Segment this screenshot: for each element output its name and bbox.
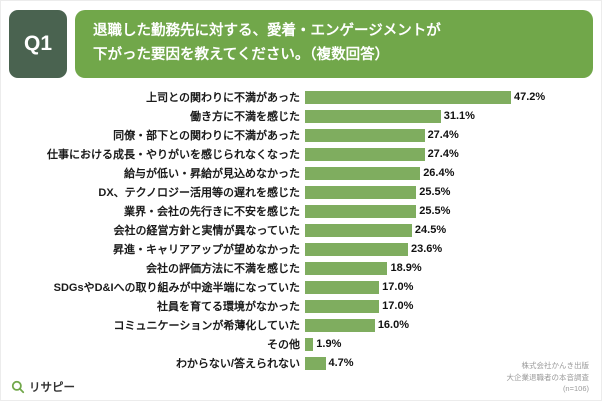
category-label: わからない/答えられない xyxy=(175,358,300,371)
bar-zone: 27.4% xyxy=(305,126,593,145)
bar xyxy=(305,356,326,370)
chart-row: 仕事における成長・やりがいを感じられなくなった 27.4% xyxy=(9,145,593,164)
category-label: SDGsやD&Iへの取り組みが中途半端になっていた xyxy=(53,282,300,295)
question-title: 退職した勤務先に対する、愛着・エンゲージメントが 下がった要因を教えてください。… xyxy=(75,10,593,78)
value-label: 16.0% xyxy=(377,319,410,332)
bar-zone: 27.4% xyxy=(305,145,593,164)
bar xyxy=(305,261,388,275)
logo-text: リサピー xyxy=(29,382,75,394)
chart-row: わからない/答えられない 4.7% xyxy=(9,354,593,373)
question-title-line2: 下がった要因を教えてください。（複数回答） xyxy=(93,46,390,63)
category-label: DX、テクノロジー活用等の遅れを感じた xyxy=(98,187,300,200)
source-survey-name: 大企業退職者の本音調査 xyxy=(506,372,590,382)
value-label: 17.0% xyxy=(382,281,414,294)
bar xyxy=(305,90,511,104)
category-label: 業界・会社の先行きに不安を感じた xyxy=(124,206,300,219)
bar xyxy=(305,318,375,332)
chart-row: 業界・会社の先行きに不安を感じた 25.5% xyxy=(9,202,593,221)
bar xyxy=(305,223,412,237)
bar xyxy=(305,204,417,218)
bar xyxy=(305,109,441,123)
value-label: 18.9% xyxy=(390,262,422,275)
bar-zone: 18.9% xyxy=(305,259,593,278)
bar-zone: 17.0% xyxy=(305,297,593,316)
category-label: コミュニケーションが希薄化していた xyxy=(113,320,300,333)
bar-zone: 26.4% xyxy=(305,164,593,183)
bar-zone: 1.9% xyxy=(305,335,593,354)
category-label: 働き方に不満を感じた xyxy=(190,111,300,124)
chart-row: その他 1.9% xyxy=(9,335,593,354)
bar xyxy=(305,337,314,351)
source-company: 株式会社かんき出版 xyxy=(521,361,590,371)
bar xyxy=(305,242,408,256)
category-label: 昇進・キャリアアップが望めなかった xyxy=(113,244,300,257)
value-label: 25.5% xyxy=(419,186,451,199)
chart-row: 会社の評価方法に不満を感じた 18.9% xyxy=(9,259,593,278)
value-label: 25.5% xyxy=(419,205,451,218)
category-label: 給与が低い・昇給が見込めなかった xyxy=(124,168,300,181)
category-label: 同僚・部下との関わりに不満があった xyxy=(113,130,300,143)
question-number-badge: Q1 xyxy=(9,10,67,78)
bar xyxy=(305,299,380,313)
category-label: その他 xyxy=(267,339,300,352)
bar xyxy=(305,166,421,180)
bar-zone: 23.6% xyxy=(305,240,593,259)
bar-zone: 25.5% xyxy=(305,202,593,221)
bar xyxy=(305,128,425,142)
value-label: 27.4% xyxy=(427,148,459,161)
value-label: 26.4% xyxy=(423,167,455,180)
chart-row: 同僚・部下との関わりに不満があった 27.4% xyxy=(9,126,593,145)
value-label: 1.9% xyxy=(316,338,342,351)
survey-source: 株式会社かんき出版 大企業退職者の本音調査 (n=106) xyxy=(507,360,590,395)
bar xyxy=(305,147,425,161)
chart-row: 昇進・キャリアアップが望めなかった 23.6% xyxy=(9,240,593,259)
bar-chart: 上司との関わりに不満があった 47.2% 働き方に不満を感じた 31.1% 同僚・部下と… xyxy=(9,88,593,373)
chart-row: 給与が低い・昇給が見込めなかった 26.4% xyxy=(9,164,593,183)
question-title-line1: 退職した勤務先に対する、愛着・エンゲージメントが xyxy=(93,23,441,39)
resapy-logo: リサピー xyxy=(11,379,75,395)
value-label: 47.2% xyxy=(513,91,546,104)
chart-row: 社員を育てる環境がなかった 17.0% xyxy=(9,297,593,316)
bar-zone: 47.2% xyxy=(305,88,593,107)
category-label: 社員を育てる環境がなかった xyxy=(157,301,300,314)
value-label: 4.7% xyxy=(328,357,354,370)
chart-row: SDGsやD&Iへの取り組みが中途半端になっていた 17.0% xyxy=(9,278,593,297)
chart-row: コミュニケーションが希薄化していた 16.0% xyxy=(9,316,593,335)
bar-zone: 4.7% xyxy=(305,354,593,373)
chart-row: DX、テクノロジー活用等の遅れを感じた 25.5% xyxy=(9,183,593,202)
category-label: 上司との関わりに不満があった xyxy=(146,92,300,105)
bar-zone: 24.5% xyxy=(305,221,593,240)
category-label: 仕事における成長・やりがいを感じられなくなった xyxy=(47,149,300,162)
category-label: 会社の経営方針と実情が異なっていた xyxy=(113,225,300,238)
value-label: 17.0% xyxy=(382,300,414,313)
category-label: 会社の評価方法に不満を感じた xyxy=(146,263,300,276)
value-label: 27.4% xyxy=(427,129,459,142)
value-label: 23.6% xyxy=(410,243,443,256)
bar-zone: 25.5% xyxy=(305,183,593,202)
bar-zone: 17.0% xyxy=(305,278,593,297)
header: Q1 退職した勤務先に対する、愛着・エンゲージメントが 下がった要因を教えてくだ… xyxy=(1,1,601,82)
bar xyxy=(305,185,417,199)
bar-zone: 31.1% xyxy=(305,107,593,126)
chart-row: 働き方に不満を感じた 31.1% xyxy=(9,107,593,126)
source-sample-size: (n=106) xyxy=(562,384,589,394)
value-label: 24.5% xyxy=(414,224,447,237)
chart-row: 会社の経営方針と実情が異なっていた 24.5% xyxy=(9,221,593,240)
magnifier-logo-icon xyxy=(11,380,25,394)
chart-row: 上司との関わりに不満があった 47.2% xyxy=(9,88,593,107)
bar xyxy=(305,280,380,294)
value-label: 31.1% xyxy=(443,110,475,123)
bar-zone: 16.0% xyxy=(305,316,593,335)
